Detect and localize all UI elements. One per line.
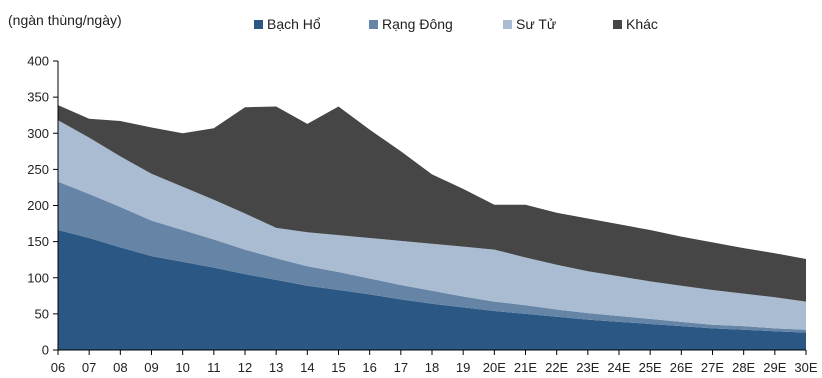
x-tick-label: 16 bbox=[362, 360, 376, 375]
y-tick-label: 150 bbox=[27, 234, 49, 249]
x-tick-label: 18 bbox=[425, 360, 439, 375]
x-tick-label: 11 bbox=[207, 360, 221, 375]
legend-label-3: Khác bbox=[626, 16, 658, 32]
y-tick-label: 400 bbox=[27, 54, 49, 69]
x-tick-label: 26E bbox=[670, 360, 693, 375]
legend: Bạch Hổ Rạng Đông Sư Tử Khác bbox=[254, 16, 658, 32]
x-tick-label: 29E bbox=[763, 360, 786, 375]
legend-label-2: Sư Tử bbox=[516, 16, 556, 32]
x-tick-label: 08 bbox=[113, 360, 127, 375]
legend-swatch-0 bbox=[254, 20, 263, 29]
x-tick-label: 09 bbox=[144, 360, 158, 375]
x-tick-label: 25E bbox=[639, 360, 662, 375]
x-tick-label: 24E bbox=[607, 360, 630, 375]
y-tick-label: 100 bbox=[27, 270, 49, 285]
x-tick-label: 15 bbox=[331, 360, 345, 375]
x-tick-label: 23E bbox=[576, 360, 599, 375]
area-series-group bbox=[58, 105, 806, 350]
x-tick-label: 30E bbox=[794, 360, 817, 375]
x-tick-label: 12 bbox=[238, 360, 252, 375]
y-tick-label: 300 bbox=[27, 126, 49, 141]
x-tick-label: 10 bbox=[175, 360, 189, 375]
x-tick-label: 20E bbox=[483, 360, 506, 375]
y-tick-label: 50 bbox=[35, 306, 49, 321]
x-tick-label: 27E bbox=[701, 360, 724, 375]
x-tick-label: 14 bbox=[300, 360, 314, 375]
y-tick-label: 0 bbox=[42, 343, 49, 358]
legend-swatch-1 bbox=[369, 20, 378, 29]
legend-label-1: Rạng Đông bbox=[382, 16, 453, 32]
y-tick-label: 200 bbox=[27, 198, 49, 213]
x-tick-label: 07 bbox=[82, 360, 96, 375]
x-tick-label: 06 bbox=[51, 360, 65, 375]
x-tick-label: 21E bbox=[514, 360, 537, 375]
x-tick-label: 13 bbox=[269, 360, 283, 375]
unit-label: (ngàn thùng/ngày) bbox=[8, 12, 122, 28]
x-tick-label: 19 bbox=[456, 360, 470, 375]
x-tick-label: 28E bbox=[732, 360, 755, 375]
x-tick-label: 22E bbox=[545, 360, 568, 375]
y-tick-label: 350 bbox=[27, 90, 49, 105]
x-tick-label: 17 bbox=[394, 360, 408, 375]
legend-swatch-2 bbox=[503, 20, 512, 29]
legend-swatch-3 bbox=[613, 20, 622, 29]
y-tick-label: 250 bbox=[27, 162, 49, 177]
legend-label-0: Bạch Hổ bbox=[267, 16, 321, 32]
